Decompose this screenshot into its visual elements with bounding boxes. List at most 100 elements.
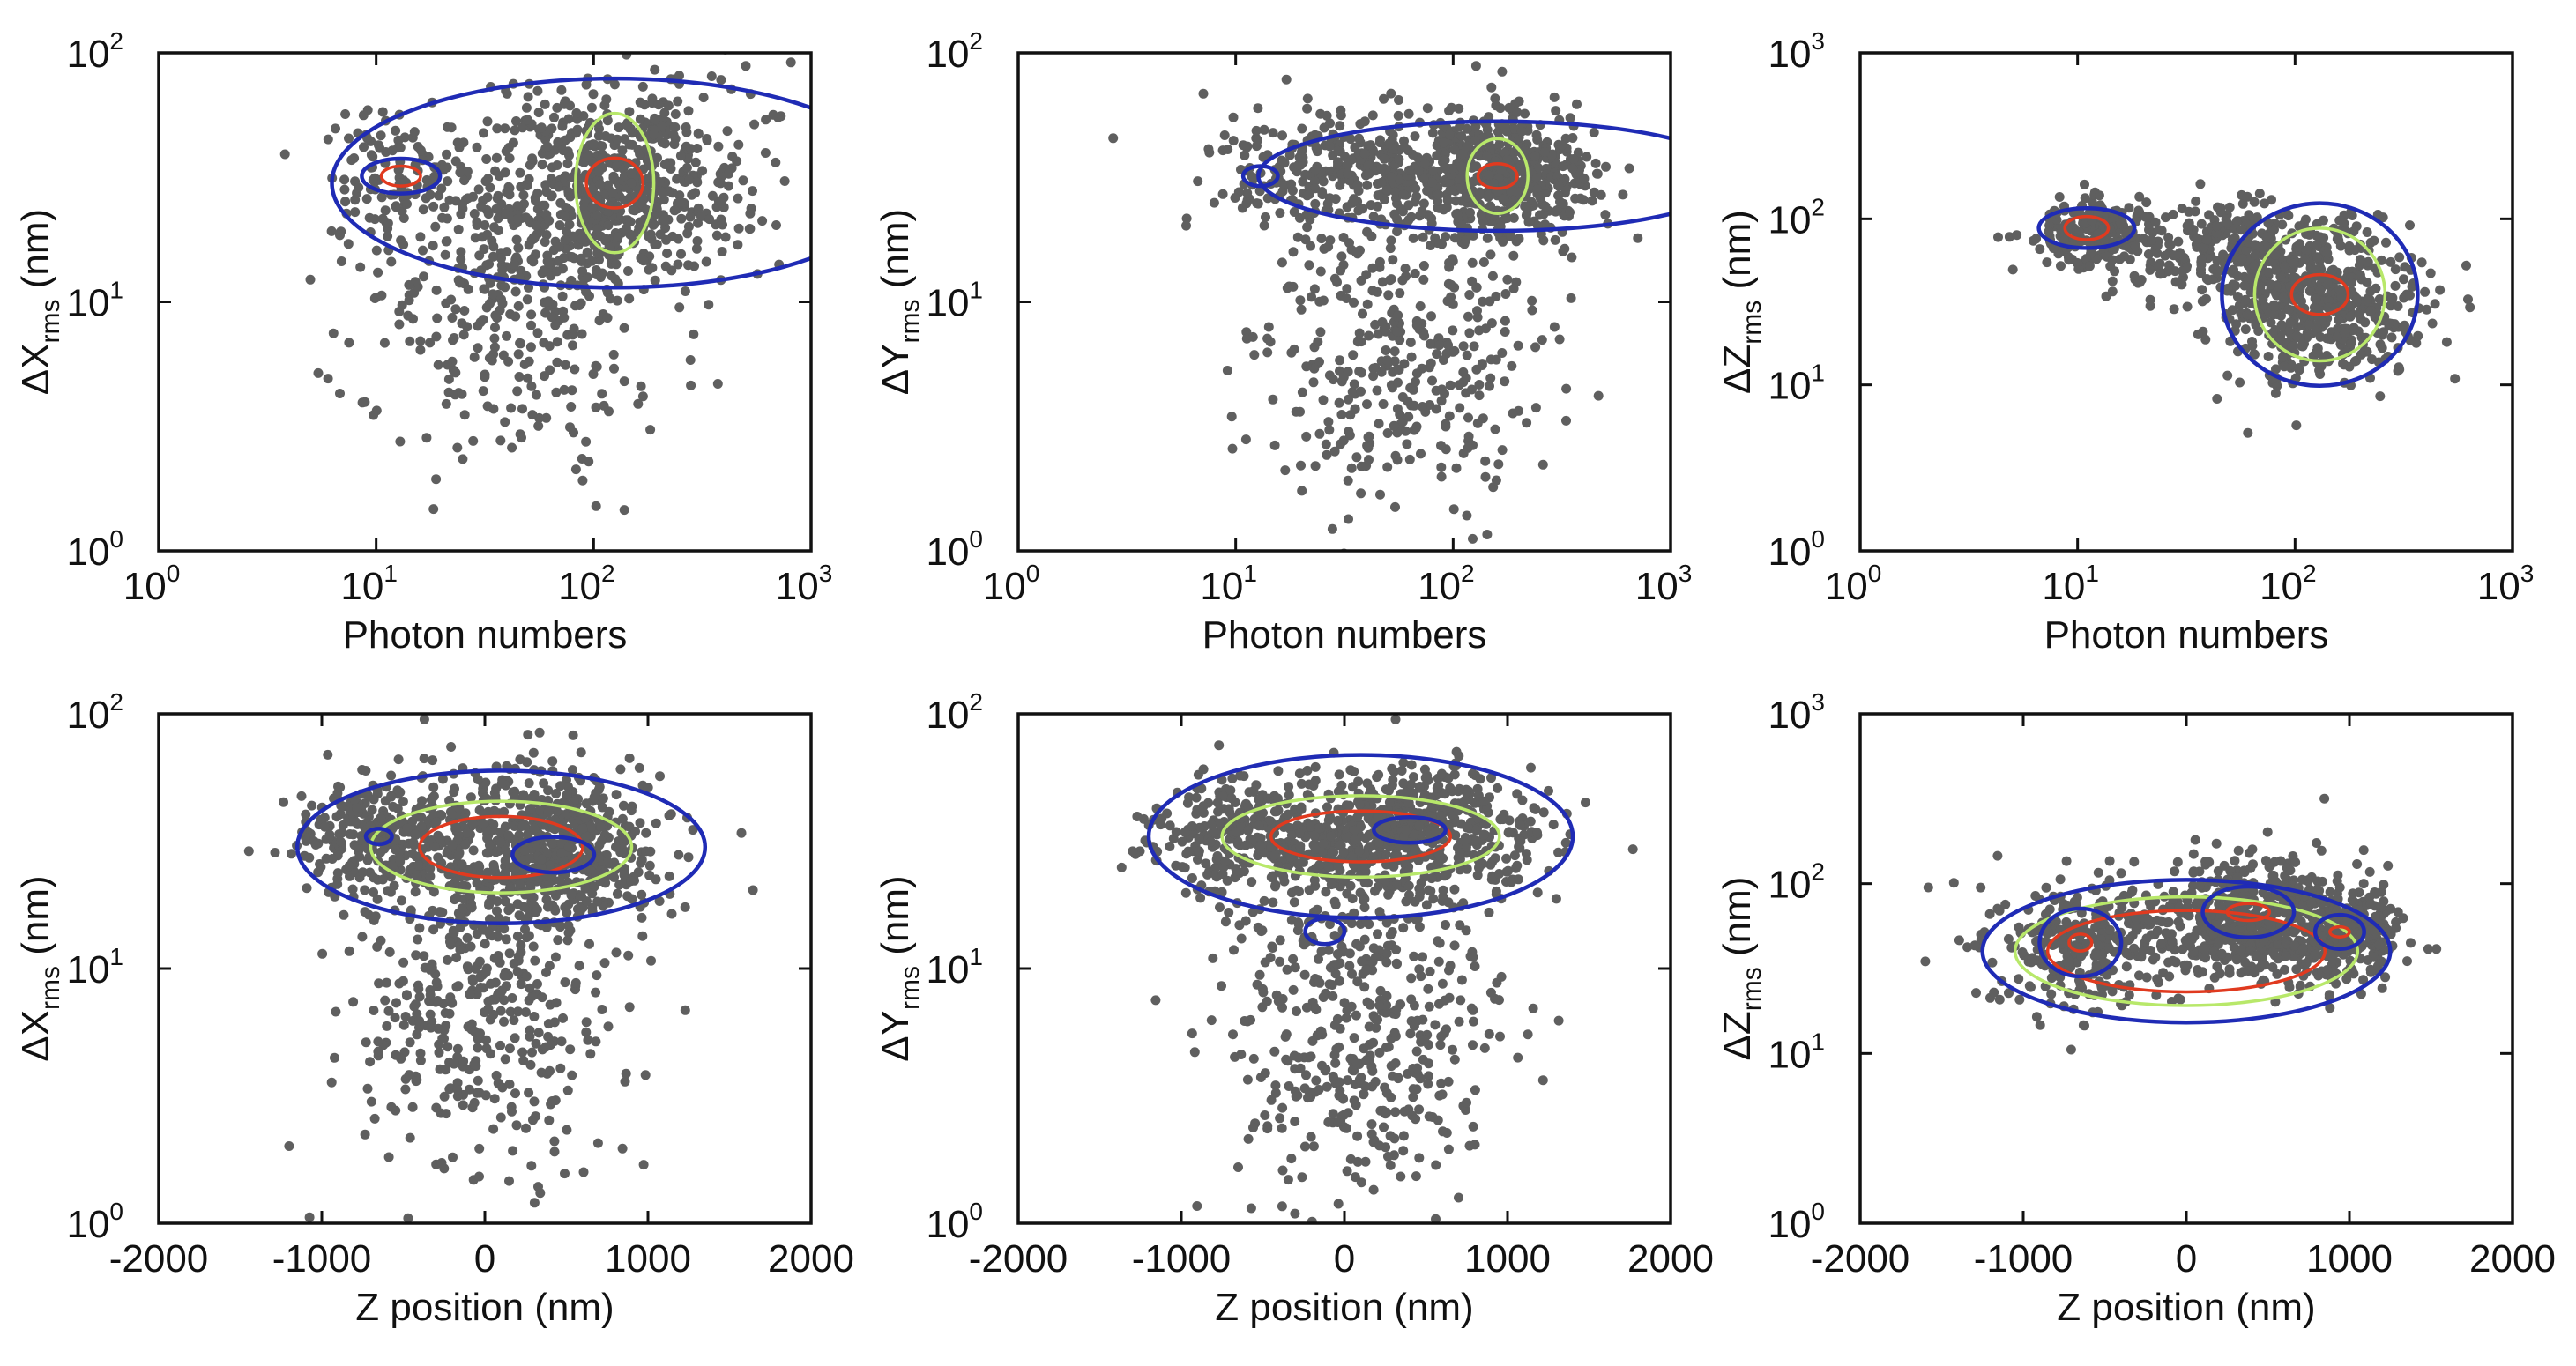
data-point [563,782,573,792]
data-point [1352,337,1363,347]
data-point [1247,331,1258,342]
data-point [431,474,442,485]
data-point [549,1136,560,1147]
data-point [468,845,479,856]
data-point [2134,191,2145,202]
data-point [473,184,484,195]
data-point [1297,123,1307,134]
data-point [425,338,436,348]
contour-line [2036,205,2137,250]
data-point [2405,220,2415,231]
data-point [2334,315,2344,325]
x-tick-label: 103 [776,560,833,608]
data-point [410,999,421,1010]
data-point [1314,357,1324,367]
data-point [1389,356,1400,367]
data-point [2300,254,2311,264]
data-point [2266,279,2276,290]
data-point [1491,354,1501,365]
data-point [1490,424,1500,434]
data-point [365,1057,376,1067]
data-point [1203,144,1214,154]
data-point [637,81,648,92]
data-point [2279,261,2289,271]
data-point [1388,255,1398,265]
data-point [1539,147,1550,157]
data-point [1447,184,1457,195]
data-point [2312,252,2323,263]
data-point [520,1007,531,1017]
data-point [1442,296,1453,307]
data-point [1227,443,1238,454]
data-point [2301,245,2312,256]
data-point [492,123,503,134]
data-point [2294,363,2304,373]
data-point [2056,261,2066,271]
x-tick-label: 2000 [768,1237,854,1281]
data-point [1263,322,1274,332]
data-point [414,1015,425,1026]
data-point [499,924,510,934]
data-point [2362,278,2372,287]
data-point [2285,317,2296,328]
data-point [623,266,633,276]
data-point [1382,462,1393,472]
data-point [350,207,361,218]
data-point [1472,418,1483,428]
data-point [1209,197,1219,208]
data-point [685,212,696,222]
data-point [1462,123,1472,134]
data-point [640,1070,651,1080]
data-point [604,806,614,817]
data-point [451,953,462,963]
data-point [542,141,553,152]
data-point [547,312,557,323]
data-point [395,143,406,152]
data-point [1558,198,1568,209]
data-point [597,141,607,152]
data-point [497,1082,508,1093]
data-point [467,818,478,828]
data-point [672,174,682,184]
data-point [1418,274,1429,285]
data-point [1241,198,1252,209]
data-point [2168,209,2178,219]
data-point [1436,441,1446,451]
data-point [533,420,544,431]
data-point [343,239,354,249]
data-point [456,247,466,257]
data-point [1392,226,1403,237]
data-point [599,958,610,969]
data-point [1497,348,1508,358]
data-point [1462,350,1472,360]
data-point [383,231,393,241]
data-point [2035,244,2045,255]
data-point [1404,454,1415,464]
scatter-points [1108,61,1643,551]
data-point [400,1012,411,1021]
data-point [2114,254,2125,264]
x-axis: 100 101 102 103 [123,53,833,608]
data-point [1363,160,1374,171]
data-point [2355,255,2365,265]
data-point [552,160,562,170]
data-point [491,1070,502,1080]
data-point [547,756,558,767]
data-point [2173,236,2184,247]
data-point [385,887,396,897]
data-point [482,401,493,412]
data-point [2376,255,2386,265]
data-point [519,845,530,856]
data-point [2291,330,2302,341]
data-point [531,1038,541,1049]
data-point [2297,341,2307,352]
data-point [552,102,562,113]
data-point [2179,253,2190,264]
data-point [1330,194,1341,204]
data-point [335,389,345,398]
data-point [2390,280,2401,291]
data-point [2427,318,2438,329]
data-point [415,1048,426,1058]
data-point [617,813,628,824]
